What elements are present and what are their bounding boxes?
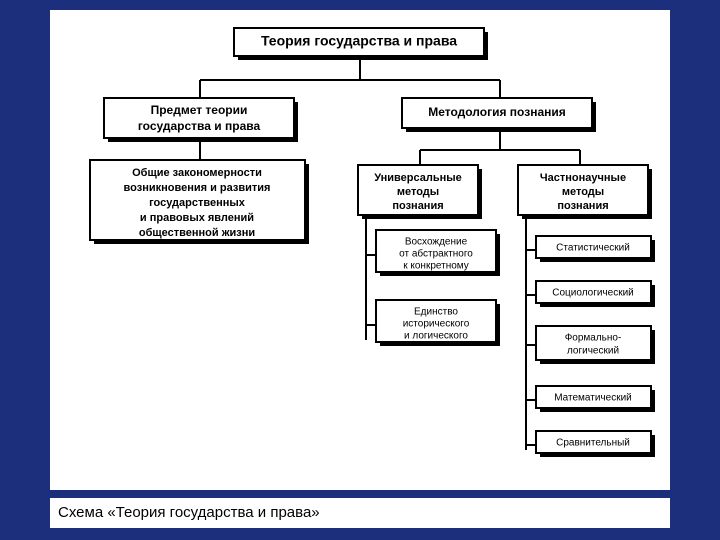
u1-l2: от абстрактного	[399, 248, 473, 260]
part-l2: методы	[562, 186, 604, 198]
node-root-text: Теория государства и права	[261, 33, 457, 49]
node-p3: Формально- логический	[536, 326, 655, 364]
node-root: Теория государства и права	[234, 28, 488, 60]
u1-l1: Восхождение	[405, 237, 468, 248]
node-u1: Восхождение от абстрактного к конкретном…	[376, 230, 500, 276]
part-l1: Частнонаучные	[540, 172, 626, 184]
node-subject-line1: Предмет теории	[151, 103, 248, 117]
org-chart-svg: Теория государства и права Предмет теори…	[50, 10, 670, 490]
node-p4: Математический	[536, 386, 655, 412]
p5-l1: Сравнительный	[556, 438, 630, 449]
node-u2: Единство исторического и логического	[376, 300, 500, 346]
p1-l1: Статистический	[556, 243, 630, 254]
sl-l2: возникновения и развития	[124, 182, 271, 194]
node-p1: Статистический	[536, 236, 655, 262]
node-universal: Универсальные методы познания	[358, 165, 482, 219]
node-subject: Предмет теории государства и права	[104, 98, 298, 142]
u1-l3: к конкретному	[403, 261, 469, 272]
sl-l5: общественной жизни	[139, 227, 255, 239]
p3-l2: логический	[567, 346, 619, 357]
sl-l3: государственных	[149, 197, 246, 209]
node-p2: Социологический	[536, 281, 655, 307]
univ-l3: познания	[392, 200, 443, 212]
u2-l3: и логического	[404, 331, 468, 342]
diagram-panel: Теория государства и права Предмет теори…	[50, 10, 670, 490]
node-subject-leaf: Общие закономерности возникновения и раз…	[90, 160, 309, 244]
p4-l1: Математический	[554, 393, 632, 404]
node-methodology-text: Методология познания	[428, 105, 566, 119]
caption: Схема «Теория государства и права»	[50, 498, 670, 528]
univ-l1: Универсальные	[374, 172, 462, 184]
caption-text: Схема «Теория государства и права»	[58, 504, 320, 521]
node-subject-line2: государства и права	[138, 119, 261, 133]
part-l3: познания	[557, 200, 608, 212]
u2-l1: Единство	[414, 307, 458, 318]
node-methodology: Методология познания	[402, 98, 596, 132]
univ-l2: методы	[397, 186, 439, 198]
sl-l1: Общие закономерности	[132, 167, 262, 179]
sl-l4: и правовых явлений	[140, 212, 254, 224]
slide: Теория государства и права Предмет теори…	[0, 0, 720, 540]
p3-l1: Формально-	[565, 333, 622, 344]
node-p5: Сравнительный	[536, 431, 655, 457]
u2-l2: исторического	[403, 319, 470, 330]
p2-l1: Социологический	[552, 288, 634, 299]
node-particular: Частнонаучные методы познания	[518, 165, 652, 219]
